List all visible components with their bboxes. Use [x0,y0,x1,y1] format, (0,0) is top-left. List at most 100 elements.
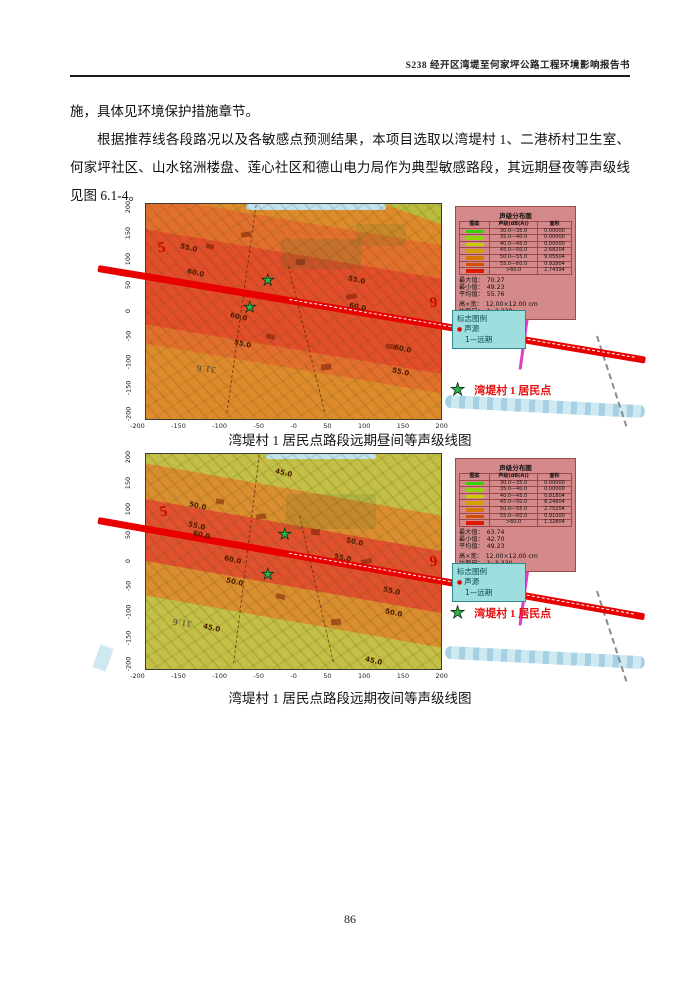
x-axis-ticks: -200 -150 -100 -50 -0 50 100 150 200 [130,422,448,430]
legend-stats: 最大值： 63.74 最小值： 42.70 平均值： 49.23 高×宽： 12.00×… [459,529,572,568]
village-marker-label: 湾堤村 1 居民点 [474,384,552,397]
legend-swatch-cell [458,505,491,514]
legend-swatch-cell [458,499,491,507]
building [320,363,332,371]
color-swatch [465,514,484,519]
dashed-track-line [596,590,628,682]
stat-avg-value: 55.76 [486,291,505,299]
color-swatch [465,488,484,492]
vegetation-patch [356,224,406,246]
y-tick: 0 [123,558,132,563]
paragraph-1: 施，具体见环境保护措施章节。 [70,103,259,119]
color-swatch [465,236,484,240]
legend-swatch-cell [458,479,491,488]
y-tick: -50 [124,581,132,592]
y-tick: 100 [123,502,132,515]
sign-legend-panel: 标志图例 ● 声源 1—远期 [452,310,526,349]
noise-source-dot-icon: ● [457,326,463,333]
color-swatch [465,494,484,499]
legend-swatch-cell [458,267,491,275]
y-tick: -100 [124,604,133,620]
stat-avg-value: 49.23 [486,543,505,551]
sign-legend-title: 标志图例 [457,314,487,323]
y-tick: 200 [123,200,132,214]
color-swatch [465,501,484,505]
x-tick: 100 [357,422,371,430]
y-tick: -100 [124,354,133,370]
color-swatch [465,249,484,253]
stat-min-value: 49.23 [486,283,505,291]
village-marker-label: 湾堤村 1 居民点 [474,607,552,620]
y-tick: 150 [123,476,132,490]
legend-swatch-cell [458,512,491,521]
river-strip [444,394,646,419]
stat-max-label: 最大值： [459,528,484,536]
legend-swatch-cell [458,519,491,527]
noise-legend-panel: 声级分布图 图案 声级(dB(A)) 面积 30.0—35.0 0.00000 3… [455,206,576,321]
y-tick: 0 [123,308,132,313]
y-tick: 50 [124,280,132,289]
stat-size-label: 高×宽： [459,552,483,560]
y-tick: -200 [124,656,133,672]
y-tick: -200 [124,406,133,422]
legend-row: 40.0—45.0 0.00000 [458,240,572,249]
stat-min-label: 最小值： [459,535,484,543]
legend-range: >60.0 [489,519,539,527]
x-tick: 100 [357,672,371,680]
sensitive-point-star-icon: ★ [243,300,257,316]
legend-range: >60.0 [489,267,539,275]
legend-title: 声级分布图 [499,212,532,220]
basemap-texture [146,454,441,669]
legend-row: >60.0 1.32804 [458,519,572,527]
water-strip [246,204,386,210]
color-swatch [465,507,484,512]
stat-size-value: 12.00×12.00 cm [485,300,538,308]
legend-swatch-cell [458,486,491,494]
noise-source-label: 声源 [464,324,480,333]
figure-caption-day: 湾堤村 1 居民点路段远期昼间等声级线图 [228,433,472,448]
page-number: 86 [344,912,356,926]
x-tick: -100 [212,422,228,430]
x-tick: -50 [253,422,265,430]
color-swatch [465,521,484,525]
stat-max-value: 63.74 [486,528,505,536]
noise-map-plot-night [145,453,442,670]
village-marker: ★ 湾堤村 1 居民点 [450,380,552,399]
stat-max-label: 最大值： [459,276,484,284]
water-strip [266,454,376,459]
stat-max-value: 70.27 [486,276,505,284]
x-tick: 150 [396,422,410,430]
legend-area: 1.32804 [537,519,572,527]
legend-row: >60.0 2.74394 [458,267,572,275]
village-star-icon: ★ [450,380,466,399]
sensitive-point-star-icon: ★ [261,273,275,289]
x-axis-ticks: -200 -150 -100 -50 -0 50 100 150 200 [130,672,448,680]
y-tick: -50 [124,331,132,342]
stat-size-value: 12.00×12.00 cm [485,552,538,560]
building [310,528,321,536]
y-tick: 150 [123,226,132,240]
x-tick: -150 [171,672,186,680]
period-label: 1—远期 [465,335,493,344]
header-rule [70,75,630,77]
y-tick: -150 [124,380,133,396]
noise-source-dot-icon: ● [457,579,463,586]
y-tick: 100 [123,252,132,265]
legend-area: 2.74394 [537,267,572,275]
legend-table: 图案 声级(dB(A)) 面积 30.0—35.0 0.00000 35.0—40… [458,473,572,527]
figure-daytime-noise-map: 55.0 60.0 55.0 60.0 60.0 55.0 60.0 55.0 … [0,196,700,441]
stat-avg-label: 平均值： [459,291,484,299]
building [330,618,342,626]
legend-swatch-cell [458,234,491,242]
x-tick: 200 [435,672,448,680]
figure-nighttime-noise-map: 45.0 50.0 55.0 60.0 50.0 55.0 60.0 50.0 … [0,446,700,691]
x-tick: -50 [253,672,265,680]
legend-swatch-cell [458,253,491,262]
header-title: S238 经开区湾堤至何家坪公路工程环境影响报告书 [405,61,630,71]
x-tick: 200 [435,422,448,430]
village-star-icon: ★ [450,603,466,622]
basemap-texture [146,204,441,419]
legend-col-pattern: 图案 [458,473,491,481]
color-swatch [465,262,484,267]
